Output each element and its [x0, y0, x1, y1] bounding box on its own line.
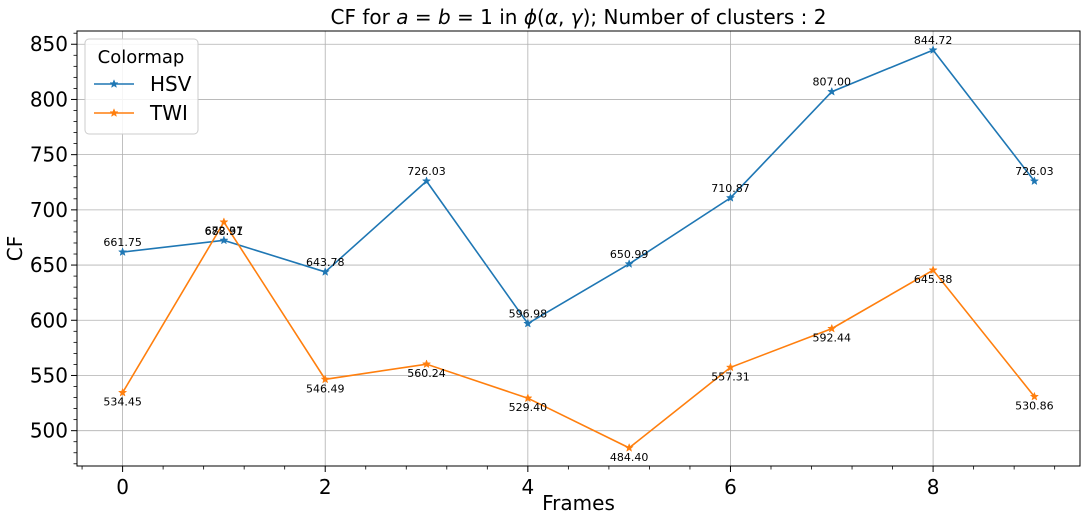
data-label-hsv: 596.98	[509, 308, 548, 321]
data-label-twi: 645.38	[914, 273, 953, 286]
data-label-twi: 546.49	[306, 382, 345, 395]
axis-ticks: 0 2 4 6 8 500 550 600 650 700 750 800 850	[30, 32, 1056, 499]
data-labels: 661.75 672.37 643.78 726.03 596.98 650.99 710.…	[103, 34, 1053, 464]
data-label-twi: 530.86	[1015, 400, 1054, 413]
series-twi	[117, 217, 1040, 452]
series-layer	[117, 45, 1040, 452]
data-point-hsv	[523, 318, 533, 328]
data-label-hsv: 672.37	[205, 224, 244, 237]
x-tick-label: 8	[927, 475, 940, 499]
x-tick-label: 0	[116, 475, 129, 499]
data-label-hsv: 844.72	[914, 34, 953, 47]
data-point-hsv	[827, 86, 837, 96]
legend-label: TWI	[149, 101, 188, 125]
data-label-hsv: 726.03	[407, 165, 446, 178]
legend-marker	[109, 108, 119, 117]
y-tick-label: 650	[30, 253, 68, 277]
data-point-hsv	[421, 176, 432, 186]
data-label-twi: 534.45	[103, 396, 142, 409]
y-tick-label: 550	[30, 363, 68, 387]
x-tick-label: 6	[724, 475, 737, 499]
y-tick-label: 500	[30, 419, 68, 443]
y-tick-label: 700	[30, 198, 68, 222]
legend-label: HSV	[150, 72, 192, 96]
data-label-twi: 529.40	[509, 401, 548, 414]
data-point-twi	[117, 387, 128, 397]
y-axis-label: CF	[3, 236, 27, 261]
data-label-hsv: 726.03	[1015, 165, 1054, 178]
data-label-hsv: 661.75	[103, 236, 142, 249]
data-label-twi: 560.24	[407, 367, 446, 380]
data-point-twi	[928, 265, 938, 275]
data-label-twi: 557.31	[711, 370, 750, 383]
x-tick-label: 2	[319, 475, 332, 499]
series-line-twi	[121, 220, 1036, 449]
data-point-hsv	[624, 259, 634, 268]
data-label-hsv: 643.78	[306, 256, 345, 269]
chart-title: CF for a = b = 1 in ϕ(α, γ); Number of c…	[331, 5, 827, 29]
data-label-hsv: 710.87	[711, 182, 750, 195]
data-point-twi	[219, 217, 229, 227]
data-label-hsv: 650.99	[610, 248, 649, 261]
data-point-hsv	[725, 192, 736, 202]
data-point-twi	[523, 393, 533, 403]
data-point-twi	[725, 362, 736, 372]
grid	[77, 31, 1080, 466]
legend-marker	[109, 79, 119, 88]
legend: Colormap HSV TWI	[84, 38, 199, 135]
data-point-twi	[624, 442, 634, 452]
data-point-hsv	[219, 235, 229, 245]
legend-item-twi: TWI	[94, 101, 188, 125]
x-axis-label: Frames	[542, 491, 615, 515]
data-point-hsv	[320, 267, 330, 276]
data-point-twi	[1029, 391, 1040, 401]
y-tick-label: 600	[30, 308, 68, 332]
data-point-twi	[421, 359, 432, 369]
data-label-hsv: 807.00	[813, 76, 852, 89]
plot-frame	[76, 30, 1081, 467]
legend-item-hsv: HSV	[94, 72, 192, 96]
y-tick-label: 800	[30, 87, 68, 111]
y-tick-label: 850	[30, 32, 68, 56]
data-point-hsv	[117, 247, 128, 257]
data-label-twi: 592.44	[813, 332, 852, 345]
legend-title: Colormap	[98, 47, 185, 68]
y-tick-label: 750	[30, 143, 68, 167]
data-point-hsv	[928, 45, 938, 55]
data-point-twi	[827, 323, 837, 333]
data-label-twi: 484.40	[610, 451, 649, 464]
data-point-twi	[320, 374, 330, 384]
series-line-hsv	[122, 49, 1036, 325]
series-hsv	[117, 45, 1040, 328]
data-label-twi: 688.91	[205, 225, 244, 238]
x-tick-label: 4	[521, 475, 534, 499]
data-point-hsv	[1029, 176, 1040, 186]
